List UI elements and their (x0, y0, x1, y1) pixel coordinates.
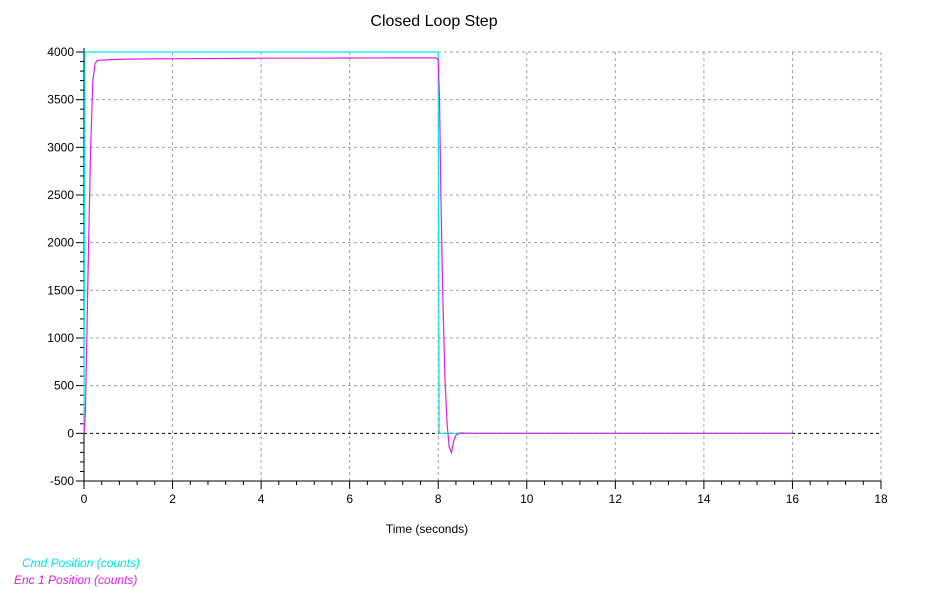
y-tick-label: 3500 (47, 93, 74, 107)
x-tick-label: 16 (786, 492, 800, 506)
y-tick-label: 0 (67, 426, 74, 440)
y-tick-label: 500 (54, 379, 74, 393)
y-tick-label: 1000 (47, 331, 74, 345)
x-tick-label: 2 (169, 492, 176, 506)
series-line-enc1-position (83, 57, 793, 455)
x-tick-label: 12 (609, 492, 623, 506)
x-tick-label: 18 (874, 492, 888, 506)
axes: 0 2 4 6 8 10 12 14 16 18 -500 0 500 1000 1500 2000 2500 3… (47, 45, 888, 506)
legend-entry-enc1-position: Enc 1 Position (counts) (14, 573, 138, 587)
y-tick-label: 2500 (47, 188, 74, 202)
x-tick-label: 8 (435, 492, 442, 506)
y-tick-label: -500 (50, 474, 74, 488)
grid (84, 51, 882, 481)
y-tick-label: 3000 (47, 140, 74, 154)
x-tick-label: 4 (258, 492, 265, 506)
legend-entry-cmd-position: Cmd Position (counts) (22, 556, 141, 570)
x-tick-label: 0 (81, 492, 88, 506)
y-tick-label: 4000 (47, 45, 74, 59)
y-tick-label: 1500 (47, 283, 74, 297)
plot-area (83, 51, 793, 455)
x-tick-label: 10 (520, 492, 534, 506)
x-tick-label: 14 (697, 492, 711, 506)
y-tick-label: 2000 (47, 236, 74, 250)
x-axis-label: Time (seconds) (386, 522, 468, 536)
chart-title: Closed Loop Step (370, 13, 497, 30)
x-tick-label: 6 (346, 492, 353, 506)
